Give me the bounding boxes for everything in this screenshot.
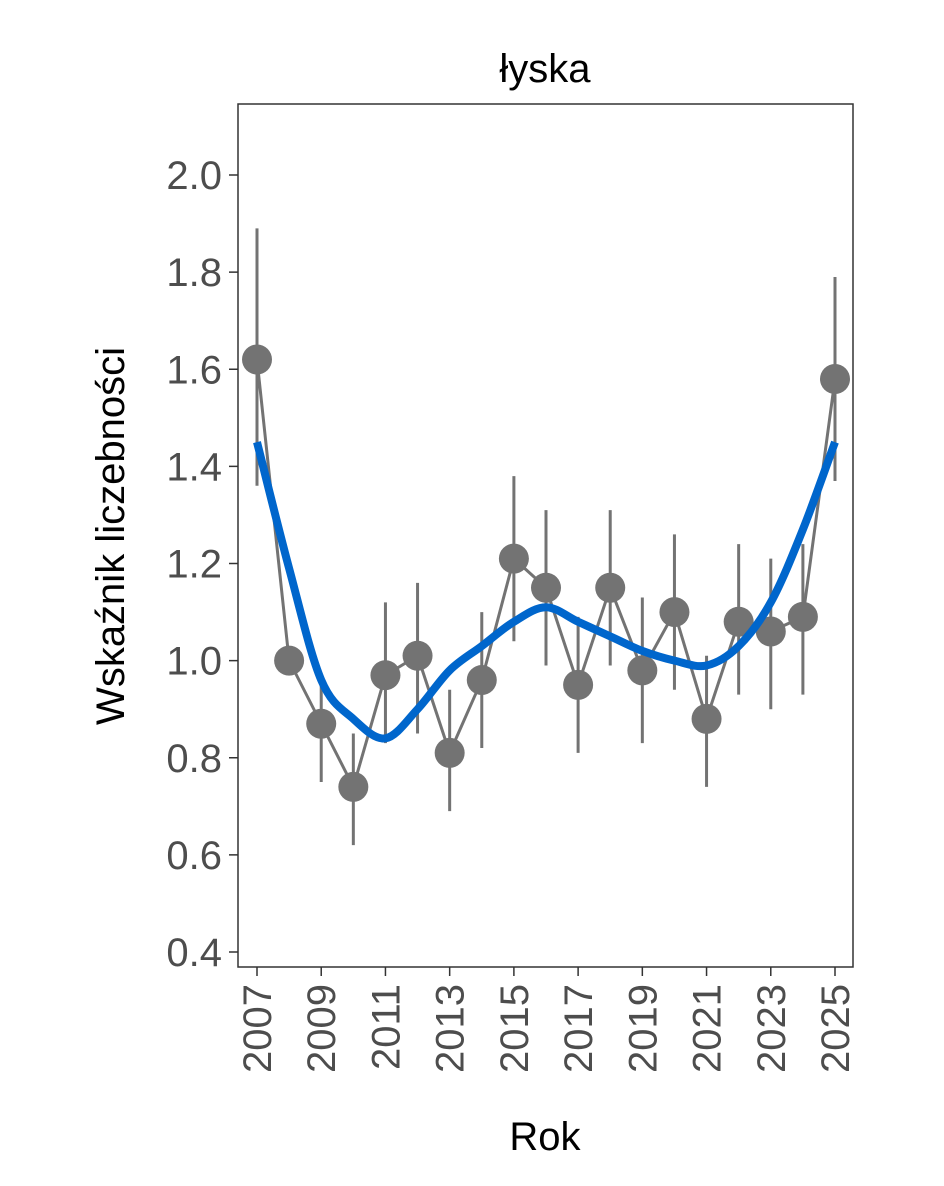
x-tick-label: 2013	[429, 984, 473, 1073]
x-tick-label: 2007	[236, 984, 280, 1073]
data-point	[755, 616, 786, 647]
x-tick-label: 2023	[750, 984, 794, 1073]
data-point	[820, 363, 850, 394]
data-point	[402, 640, 433, 671]
data-point	[723, 606, 754, 637]
x-tick-label: 2009	[300, 984, 344, 1073]
trend-line	[253, 440, 839, 743]
y-tick-label: 0.8	[166, 737, 222, 781]
y-tick-label: 0.4	[166, 931, 222, 975]
y-tick-label: 1.0	[166, 640, 222, 684]
x-tick-label: 2025	[814, 984, 858, 1073]
y-axis-label: Wskaźnik liczebności	[89, 347, 133, 725]
data-point	[498, 543, 529, 574]
x-tick-label: 2019	[621, 984, 665, 1073]
x-tick-label: 2015	[493, 984, 537, 1073]
data-point	[242, 344, 272, 375]
chart-title: łyska	[499, 47, 591, 91]
data-point	[338, 771, 369, 802]
y-tick-label: 2.0	[166, 154, 222, 198]
x-tick-label: 2017	[557, 984, 601, 1073]
data-marks	[242, 228, 850, 846]
data-point	[466, 665, 497, 696]
x-axis: 2007 2009 2011 2013 2015 2017 2019 2021 2023 2025	[236, 967, 858, 1073]
data-point	[306, 708, 337, 739]
y-tick-label: 1.8	[166, 251, 222, 295]
y-tick-label: 1.2	[166, 543, 222, 587]
data-point	[595, 572, 626, 603]
data-point	[627, 655, 658, 686]
data-point	[563, 669, 594, 700]
y-tick-label: 1.6	[166, 348, 222, 392]
y-tick-label: 0.6	[166, 834, 222, 878]
data-point	[531, 572, 561, 603]
x-tick-label: 2011	[364, 984, 408, 1070]
data-point	[787, 601, 818, 632]
data-point	[691, 703, 722, 734]
x-tick-label: 2021	[686, 984, 730, 1073]
data-point	[370, 660, 401, 691]
data-point	[434, 737, 465, 768]
y-tick-label: 1.4	[166, 445, 222, 489]
data-point	[274, 645, 305, 676]
data-point	[659, 597, 690, 628]
y-axis: 0.4 0.6 0.8 1.0 1.2 1.4 1.6 1.8 2.0	[166, 154, 238, 975]
x-axis-label: Rok	[509, 1115, 581, 1159]
